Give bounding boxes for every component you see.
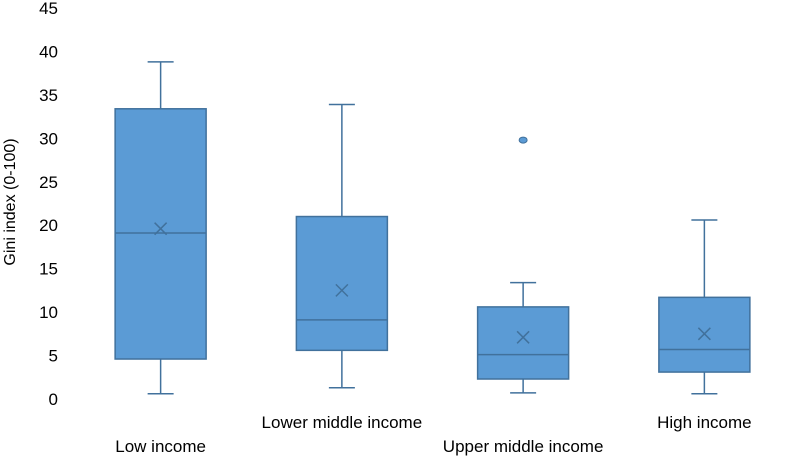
y-axis-title: Gini index (0-100) — [2, 138, 19, 265]
box-1 — [114, 61, 207, 395]
y-tick-label: 45 — [39, 0, 58, 18]
y-tick-label: 40 — [39, 42, 58, 61]
mean-marker — [154, 222, 168, 236]
y-tick-label: 20 — [39, 216, 58, 235]
category-label: Lower middle income — [262, 413, 423, 432]
iqr-box — [295, 215, 389, 352]
y-tick-label: 35 — [39, 86, 58, 105]
mean-marker-stroke — [516, 330, 530, 344]
iqr-box — [114, 108, 207, 360]
y-tick-label: 10 — [39, 303, 58, 322]
mean-marker — [335, 283, 349, 297]
mean-marker — [516, 330, 530, 344]
y-axis-tick-labels: 0 5 10 15 20 25 30 35 40 45 — [39, 0, 58, 409]
box-series — [114, 61, 751, 395]
x-axis-category-labels: Low income Lower middle income Upper middl… — [115, 413, 751, 456]
y-tick-label: 25 — [39, 173, 58, 192]
box-4 — [658, 219, 751, 395]
box-3 — [476, 136, 570, 394]
mean-marker-stroke — [697, 327, 711, 341]
mean-marker-stroke — [335, 283, 349, 297]
mean-marker — [697, 327, 711, 341]
y-tick-label: 15 — [39, 260, 58, 279]
y-tick-label: 0 — [49, 390, 58, 409]
mean-marker-stroke — [154, 222, 168, 236]
category-label: Upper middle income — [443, 437, 604, 456]
iqr-box — [476, 306, 570, 380]
y-tick-label: 5 — [49, 347, 58, 366]
y-tick-label: 30 — [39, 129, 58, 148]
box-2 — [295, 103, 389, 389]
category-label: Low income — [115, 437, 206, 456]
category-label: High income — [657, 413, 752, 432]
outlier-point — [518, 136, 528, 144]
